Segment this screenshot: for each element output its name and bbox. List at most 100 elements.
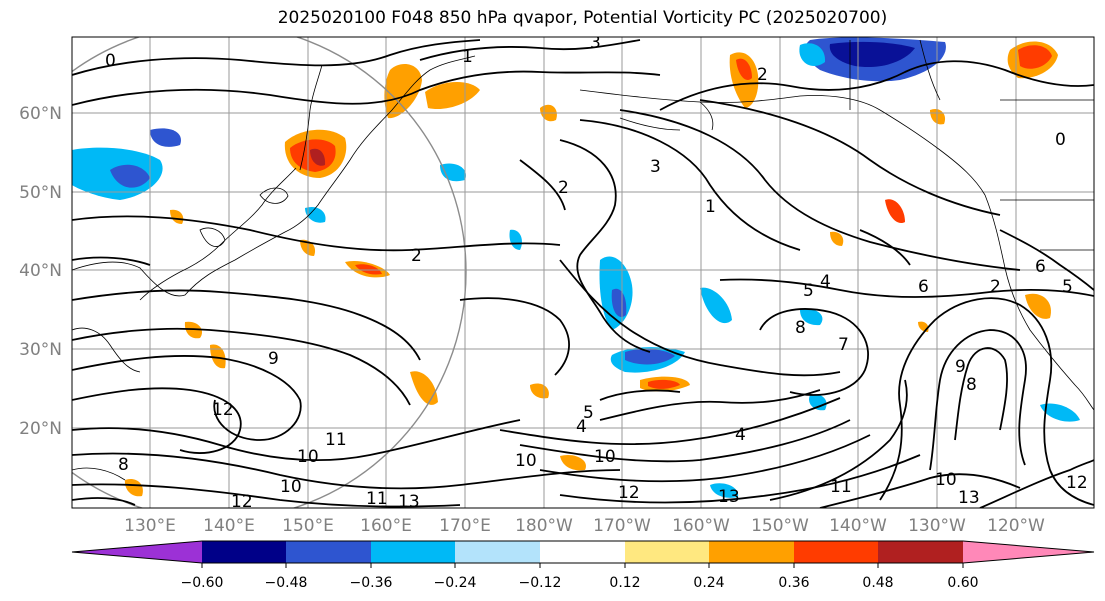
shade-negative: [710, 483, 739, 498]
colorbar-segment: [963, 541, 1094, 563]
colorbar-tick-label: −0.60: [181, 575, 224, 591]
contour-label: 9: [268, 349, 279, 369]
colorbar-segment: [286, 541, 371, 563]
colorbar-tick-label: 0.48: [862, 575, 893, 591]
contour-label: 1: [462, 47, 473, 67]
shade-positive: [310, 148, 326, 166]
contour-label: 9: [955, 357, 966, 377]
colorbar-segment: [625, 541, 709, 563]
map-frame: [71, 36, 1095, 509]
shade-positive: [384, 64, 422, 119]
shade-positive: [736, 58, 752, 80]
shade-negative: [305, 206, 326, 223]
shade-positive: [425, 81, 480, 110]
contour-label: 11: [830, 477, 852, 497]
colorbar-tick-label: 0.36: [778, 575, 809, 591]
contour-label: 6: [1035, 257, 1046, 277]
colorbar-segment: [794, 541, 878, 563]
contour-label: 6: [918, 277, 929, 297]
lon-label: 170°E: [439, 516, 491, 536]
contour-label: 2: [757, 65, 768, 85]
shade-negative: [799, 43, 826, 66]
shade-positive: [885, 199, 905, 224]
shade-positive: [210, 344, 226, 369]
lat-label: 30°N: [19, 340, 62, 360]
contour-label: 8: [118, 455, 129, 475]
contour-label: 10: [515, 451, 537, 471]
colorbar-tick-label: −0.36: [350, 575, 393, 591]
contour-label: 4: [820, 272, 831, 292]
lon-label: 140°W: [829, 516, 887, 536]
lon-label: 130°W: [908, 516, 966, 536]
shade-positive: [1018, 45, 1052, 69]
shade-negative: [829, 41, 915, 68]
contour-label: 13: [958, 488, 980, 508]
lon-label: 160°E: [360, 516, 412, 536]
contour-label: 0: [105, 51, 116, 71]
contour-label: 2: [990, 277, 1001, 297]
contour-label: 13: [398, 492, 420, 512]
longitude-labels: 130°E 140°E 150°E 160°E 170°E 180°W 170°…: [124, 516, 1045, 536]
shade-negative: [150, 128, 181, 147]
shade-positive: [729, 52, 759, 108]
contour-label: 4: [576, 417, 587, 437]
reference-circle: [72, 37, 467, 508]
contour-label: 10: [594, 447, 616, 467]
colorbar-ticks: −0.60 −0.48 −0.36 −0.24 −0.12 0.12 0.24 …: [181, 575, 979, 591]
contour-label: 5: [583, 403, 594, 423]
contour-label: 12: [212, 400, 234, 420]
colorbar-segment: [455, 541, 540, 563]
contour-label: 3: [590, 33, 601, 53]
contour-label: 2: [411, 246, 422, 266]
shade-positive: [410, 371, 438, 405]
contour-label: 11: [366, 489, 388, 509]
contour-label: 11: [325, 430, 347, 450]
pv-shading: [72, 37, 1080, 498]
shade-positive: [170, 209, 184, 224]
contour-label: 10: [935, 470, 957, 490]
contour-label: 8: [795, 318, 806, 338]
colorbar-tick-label: −0.12: [519, 575, 562, 591]
plot-title: 2025020100 F048 850 hPa qvapor, Potentia…: [277, 8, 888, 28]
colorbar-tick-label: −0.24: [434, 575, 477, 591]
lon-label: 150°E: [282, 516, 334, 536]
shade-negative: [1040, 403, 1080, 422]
contour-label: 7: [838, 335, 849, 355]
lon-label: 130°E: [124, 516, 176, 536]
lon-label: 170°W: [593, 516, 651, 536]
colorbar-tick-label: 0.60: [947, 575, 978, 591]
contour-label: 0: [1055, 130, 1066, 150]
lon-label: 120°W: [987, 516, 1045, 536]
pv-contours: [72, 39, 1094, 508]
shade-negative: [625, 349, 675, 365]
colorbar-segment: [72, 541, 202, 563]
lat-label: 20°N: [19, 419, 62, 439]
contour-label: 13: [718, 487, 740, 507]
lat-label: 40°N: [19, 261, 62, 281]
colorbar-segment: [709, 541, 794, 563]
contour-label: 12: [618, 483, 640, 503]
contour-label: 10: [280, 477, 302, 497]
shade-negative: [800, 309, 823, 326]
shade-negative: [509, 229, 522, 250]
contour-label: 5: [803, 281, 814, 301]
shade-negative: [809, 394, 827, 411]
contour-label: 1: [705, 197, 716, 217]
colorbar-tick-label: −0.48: [265, 575, 308, 591]
shade-positive: [1025, 293, 1051, 319]
shade-positive: [124, 478, 143, 497]
latitude-labels: 60°N 50°N 40°N 30°N 20°N: [19, 104, 62, 439]
colorbar-tick-label: 0.12: [609, 575, 640, 591]
contour-label: 12: [1066, 473, 1088, 493]
lat-label: 60°N: [19, 104, 62, 124]
lon-label: 180°W: [515, 516, 573, 536]
shade-positive: [830, 231, 844, 246]
colorbar-segment: [202, 541, 286, 563]
contour-labels: 3 0 2 0 1 2 3 1 2 4 5 6 5 6 2 8 7 9 8 10…: [105, 33, 1088, 512]
shade-positive: [648, 379, 680, 389]
contour-label: 3: [650, 157, 661, 177]
lon-label: 160°W: [672, 516, 730, 536]
shade-negative: [611, 288, 627, 318]
lon-label: 140°E: [203, 516, 255, 536]
